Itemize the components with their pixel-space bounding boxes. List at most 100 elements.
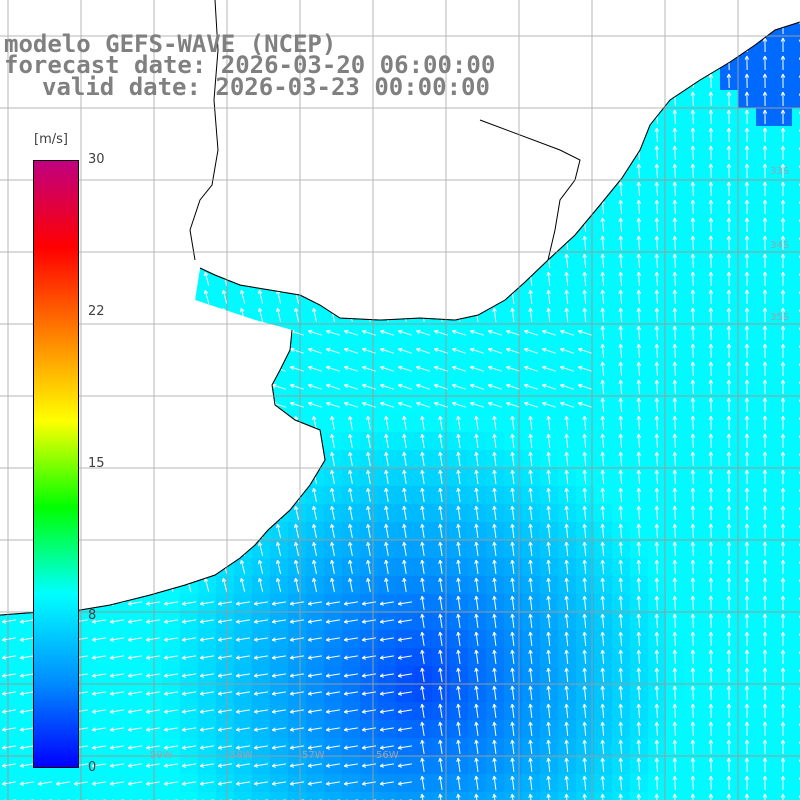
- wind-arrow: [127, 601, 142, 606]
- wind-arrow: [636, 433, 641, 449]
- wind-arrow: [1, 655, 16, 660]
- wind-arrow: [348, 433, 353, 448]
- wind-arrow: [672, 595, 678, 611]
- wind-arrow: [672, 343, 678, 359]
- wind-arrow: [451, 329, 466, 336]
- wind-arrow: [343, 637, 358, 642]
- wind-arrow: [109, 637, 124, 642]
- wind-arrow: [798, 308, 800, 312]
- wind-speed-cell: [90, 792, 108, 800]
- wind-arrow: [456, 631, 461, 646]
- wind-arrow: [744, 253, 750, 269]
- wind-arrow: [798, 272, 800, 276]
- wind-arrow: [780, 361, 786, 377]
- wind-arrow: [163, 601, 178, 606]
- wind-arrow: [402, 541, 407, 556]
- wind-arrow: [456, 487, 461, 502]
- wind-arrow: [474, 595, 479, 611]
- wind-arrow: [181, 673, 196, 678]
- wind-arrow: [505, 383, 520, 390]
- wind-arrow: [618, 451, 623, 467]
- wind-arrow: [492, 433, 497, 449]
- wind-arrow: [307, 745, 322, 750]
- wind-arrow: [780, 379, 786, 395]
- wind-arrow: [343, 781, 358, 786]
- wind-arrow: [528, 703, 533, 719]
- wind-arrow: [307, 763, 322, 768]
- wind-speed-cell: [792, 360, 800, 378]
- wind-arrow: [798, 254, 800, 258]
- wind-arrow: [456, 775, 461, 790]
- wind-arrow: [564, 667, 569, 683]
- wind-arrow: [762, 73, 768, 89]
- wind-arrow: [253, 781, 268, 786]
- wind-arrow: [618, 757, 623, 773]
- wind-arrow: [271, 691, 286, 696]
- wind-speed-cell: [342, 792, 360, 800]
- wind-arrow: [708, 163, 714, 179]
- wind-arrow: [744, 325, 750, 341]
- wind-arrow: [163, 763, 178, 768]
- wind-arrow: [690, 217, 696, 233]
- wind-arrow: [109, 781, 124, 786]
- wind-arrow: [528, 685, 533, 701]
- wind-arrow: [708, 199, 714, 215]
- wind-arrow: [397, 727, 412, 732]
- wind-arrow: [690, 181, 696, 197]
- wind-arrow: [600, 433, 605, 449]
- wind-arrow: [384, 559, 389, 574]
- wind-arrow: [564, 523, 569, 539]
- wind-arrow: [582, 703, 587, 719]
- wind-arrow: [163, 745, 178, 750]
- wind-arrow: [402, 451, 407, 466]
- wind-arrow: [528, 523, 533, 539]
- wind-arrow: [780, 667, 786, 683]
- wind-arrow: [289, 401, 304, 408]
- wind-arrow: [618, 361, 623, 377]
- wind-arrow: [762, 127, 768, 143]
- wind-arrow: [690, 109, 696, 125]
- wind-arrow: [330, 505, 335, 520]
- wind-arrow: [600, 505, 605, 521]
- wind-arrow: [307, 655, 322, 660]
- wind-arrow: [798, 218, 800, 222]
- wind-arrow: [672, 397, 678, 413]
- wind-arrow: [559, 383, 574, 390]
- wind-arrow: [798, 236, 800, 240]
- wind-arrow: [600, 307, 605, 323]
- wind-arrow: [744, 469, 750, 485]
- wind-arrow: [582, 721, 587, 737]
- wind-arrow: [541, 347, 556, 354]
- wind-arrow: [456, 703, 461, 718]
- wind-arrow: [780, 541, 786, 557]
- wind-arrow: [379, 601, 394, 606]
- wind-arrow: [253, 727, 268, 732]
- wind-arrow: [726, 505, 732, 521]
- wind-arrow: [690, 235, 696, 251]
- wind-arrow: [456, 451, 461, 466]
- wind-arrow: [528, 505, 533, 521]
- wind-arrow: [600, 379, 605, 395]
- wind-arrow: [221, 577, 228, 592]
- wind-arrow: [361, 781, 376, 786]
- wind-arrow: [744, 505, 750, 521]
- wind-arrow: [528, 487, 533, 503]
- wind-arrow: [582, 631, 587, 647]
- wind-arrow: [762, 163, 768, 179]
- wind-arrow: [546, 685, 551, 701]
- wind-arrow: [708, 361, 714, 377]
- wind-speed-cell: [360, 792, 378, 800]
- wind-arrow: [690, 343, 696, 359]
- wind-arrow: [672, 253, 678, 269]
- wind-arrow: [780, 37, 786, 53]
- wind-arrow: [397, 365, 412, 372]
- wind-arrow: [217, 637, 232, 642]
- wind-arrow: [798, 20, 800, 24]
- wind-arrow: [708, 667, 714, 683]
- wind-arrow: [384, 451, 389, 466]
- wind-arrow: [546, 775, 551, 791]
- wind-arrow: [293, 523, 300, 538]
- wind-arrow: [397, 673, 412, 678]
- wind-arrow: [780, 685, 786, 701]
- wind-arrow: [762, 523, 768, 539]
